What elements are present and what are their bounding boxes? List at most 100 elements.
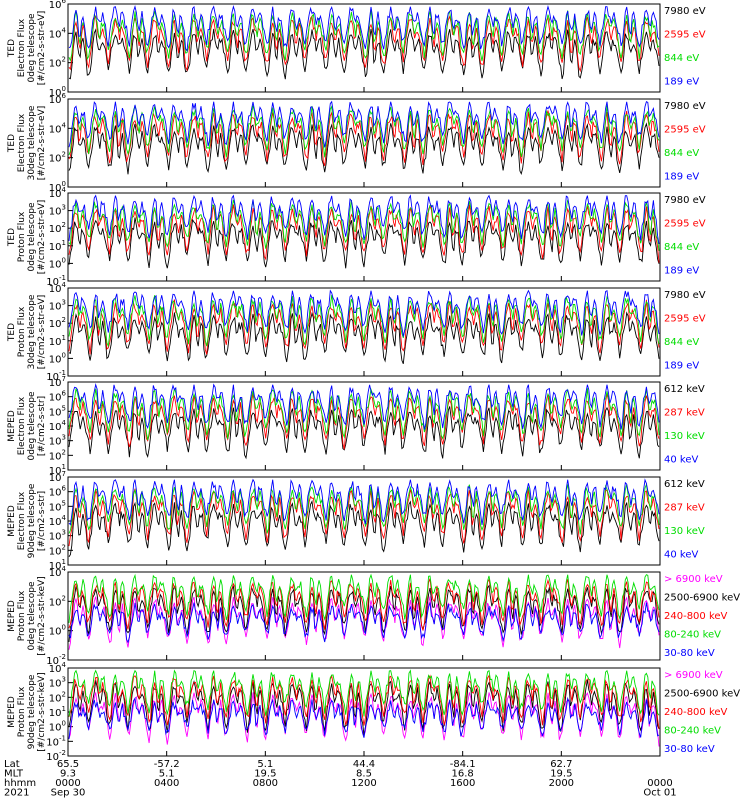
y-tick-label: 100: [49, 351, 66, 365]
legend-entry: 287 keV: [664, 503, 705, 514]
y-tick-label: 107: [49, 375, 66, 389]
legend-entry: 40 keV: [664, 550, 698, 561]
legend-entry: 80-240 keV: [664, 726, 721, 737]
y-tick-label: 104: [49, 419, 67, 433]
x-tick-label: 1200: [351, 778, 376, 789]
legend-entry: 40 keV: [664, 455, 698, 466]
y-tick-label: 100: [49, 720, 66, 734]
x-row-label: Lat: [4, 759, 20, 770]
y-tick-label: 100: [49, 180, 66, 194]
legend-entry: 844 eV: [664, 148, 699, 159]
legend-entry: 189 eV: [664, 172, 699, 183]
y-label-line: MEPED: [7, 505, 17, 537]
y-label-line: Electron Flux: [17, 491, 27, 550]
series-189-ev: [68, 289, 660, 337]
y-axis-label: MEPED Electron Flux 90deg telescope [#/cm2-…: [7, 483, 47, 558]
series-287-kev: [68, 488, 660, 547]
y-tick-label: 10-2: [46, 749, 66, 763]
legend-entry: 80-240 keV: [664, 630, 721, 641]
y-label-line: MEPED: [7, 410, 17, 442]
y-tick-label: 100: [49, 256, 66, 270]
legend-entry: 2595 eV: [664, 30, 706, 41]
x-tick-label: 5.1: [257, 759, 273, 770]
series-612-kev: [68, 406, 660, 460]
y-axis-label: TED Electron Flux 0deg telescope [#/cm2-s-s…: [7, 11, 47, 86]
legend-entry: 7980 eV: [664, 195, 706, 206]
y-tick-label: 10-1: [46, 274, 66, 288]
series-844-ev: [68, 104, 660, 158]
y-tick-label: 104: [49, 661, 67, 675]
legend-entry: 287 keV: [664, 408, 705, 419]
x-tick-label: -84.1: [450, 759, 476, 770]
series--6900-kev: [68, 596, 660, 650]
legend-entry: 30-80 keV: [664, 648, 715, 659]
series-287-kev: [68, 393, 660, 450]
y-label-line: 90deg telescope: [27, 674, 37, 749]
y-tick-label: 102: [49, 316, 66, 330]
y-axis-label: TED Proton Flux 0deg telescope [#/cm2-s-str…: [7, 200, 47, 275]
x-tick-label: 19.5: [254, 769, 276, 780]
legend-entry: 844 eV: [664, 53, 699, 64]
y-tick-label: 103: [49, 676, 66, 690]
x-tick-label: 62.7: [550, 759, 572, 770]
y-label-line: 0deg telescope: [27, 581, 37, 651]
y-label-line: TED: [7, 228, 17, 247]
series-844-ev: [68, 294, 660, 348]
series-2500-6900-kev: [68, 584, 660, 642]
y-label-line: [#/cm2-s-str-eV]: [37, 106, 47, 181]
legend-entry: 844 eV: [664, 337, 699, 348]
legend-entry: 844 eV: [664, 242, 699, 253]
legend-entry: 2595 eV: [664, 125, 706, 136]
x-tick-label: Sep 30: [51, 788, 86, 799]
y-tick-label: 105: [49, 404, 66, 418]
y-tick-label: 104: [49, 121, 67, 135]
y-tick-label: 102: [49, 151, 66, 165]
legend-entry: 2595 eV: [664, 314, 706, 325]
y-axis-label: MEPED Proton Flux 0deg telescope [#/cm2-s-s…: [7, 576, 47, 655]
y-tick-label: 106: [49, 92, 67, 106]
x-tick-label: 65.5: [57, 759, 79, 770]
x-tick-label: 19.5: [550, 769, 572, 780]
y-label-line: Proton Flux: [17, 686, 27, 737]
series-40-kev: [68, 382, 660, 430]
x-row-label: 2021: [4, 788, 29, 799]
series-30-80-kev: [68, 696, 660, 740]
y-tick-label: 101: [49, 558, 66, 572]
series-30-80-kev: [68, 602, 660, 644]
y-tick-label: 10-1: [46, 369, 66, 383]
x-tick-label: 0000: [55, 778, 80, 789]
x-tick-label: 0800: [253, 778, 278, 789]
y-label-line: TED: [7, 39, 17, 58]
series-40-kev: [68, 478, 660, 526]
y-label-line: Proton Flux: [17, 211, 27, 262]
series-7980-ev: [68, 122, 660, 175]
y-label-line: Electron Flux: [17, 396, 27, 455]
series-844-ev: [68, 199, 660, 251]
y-label-line: TED: [7, 134, 17, 153]
x-row-label: MLT: [4, 769, 24, 780]
y-tick-label: 106: [49, 485, 67, 499]
panel-frame: [67, 287, 661, 377]
x-tick-label: -57.2: [154, 759, 180, 770]
y-label-line: 90deg telescope: [27, 483, 37, 558]
y-tick-label: 104: [49, 514, 67, 528]
series-2595-ev: [68, 204, 660, 263]
x-tick-label: 0000: [647, 778, 672, 789]
legend-entry: 2595 eV: [664, 219, 706, 230]
series-189-ev: [68, 194, 660, 244]
y-tick-label: 104: [49, 26, 67, 40]
legend-entry: 189 eV: [664, 266, 699, 277]
y-tick-label: 103: [49, 204, 66, 218]
y-tick-label: 101: [49, 463, 66, 477]
series-7980-ev: [68, 311, 660, 364]
legend-entry: > 6900 keV: [664, 670, 723, 681]
y-tick-label: 10-2: [46, 653, 66, 667]
legend-entry: 612 keV: [664, 384, 705, 395]
y-label-line: [#/cm2-s-str-eV]: [37, 200, 47, 275]
